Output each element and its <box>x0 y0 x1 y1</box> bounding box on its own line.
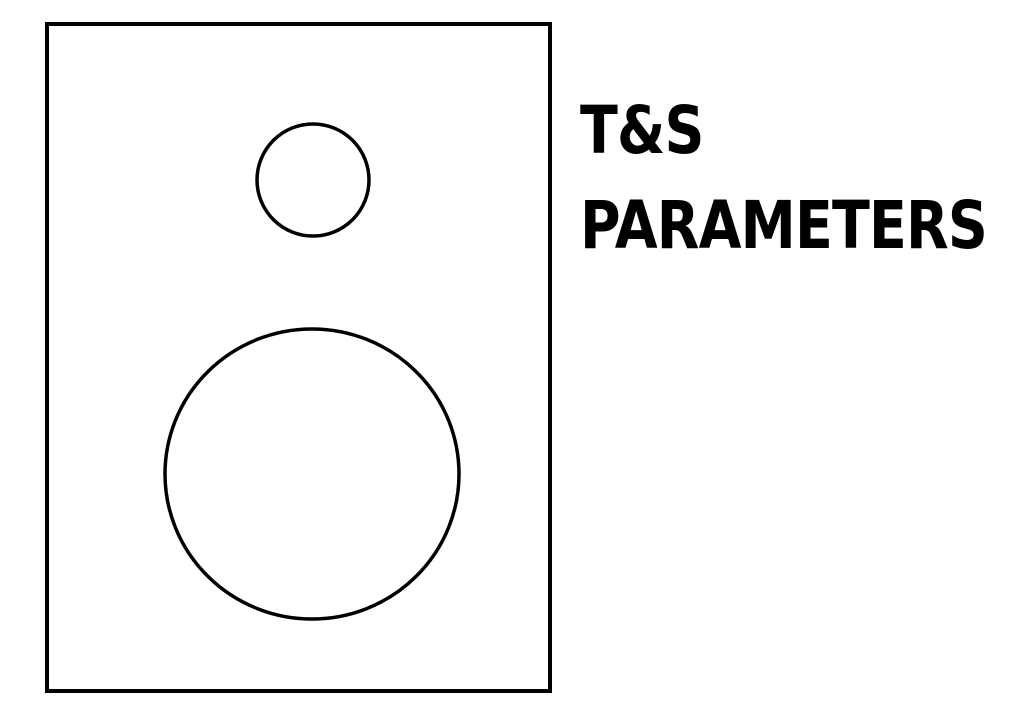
woofer-icon <box>163 327 461 621</box>
title-line-1: T&S <box>580 92 704 169</box>
title-line-2: PARAMETERS <box>580 187 988 264</box>
tweeter-icon <box>255 122 371 238</box>
speaker-cabinet-icon <box>45 22 552 693</box>
